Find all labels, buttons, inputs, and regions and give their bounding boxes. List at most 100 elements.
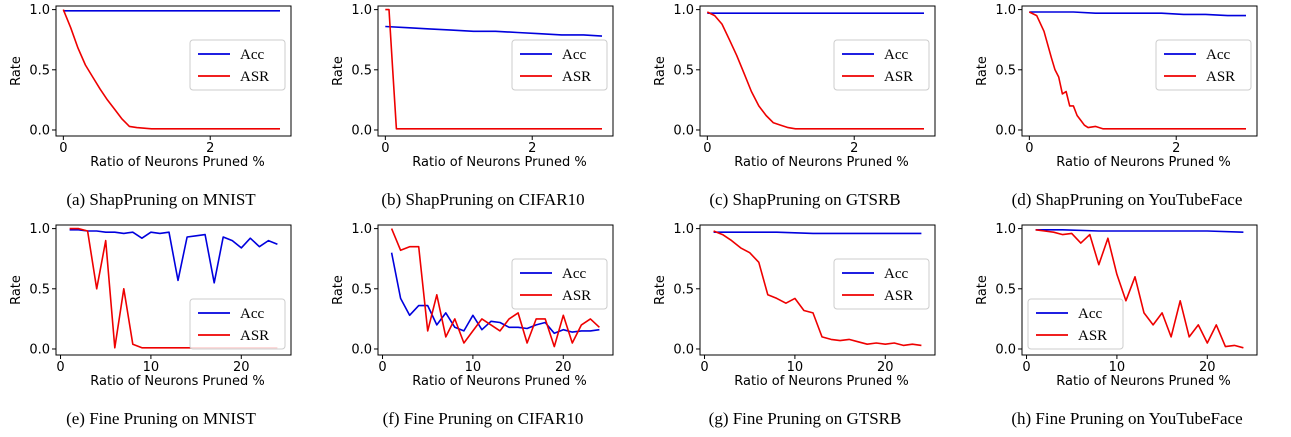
x-tick-label-e: 0 bbox=[56, 360, 64, 375]
y-axis-label-g: Rate bbox=[653, 275, 668, 305]
legend-b: Acc ASR bbox=[511, 39, 608, 91]
x-axis-label-e: Ratio of Neurons Pruned % bbox=[90, 374, 264, 389]
series-line-acc-d bbox=[1029, 11, 1246, 17]
y-axis-label-f: Rate bbox=[331, 275, 346, 305]
plot-frame-f bbox=[377, 224, 614, 356]
legend-label-asr-e: ASR bbox=[240, 328, 269, 344]
y-tick-label-d: 0.0 bbox=[995, 123, 1016, 138]
y-tick-label-d: 1.0 bbox=[995, 3, 1016, 18]
series-line-acc-g bbox=[713, 231, 922, 235]
caption-h: (h) Fine Pruning on YouTubeFace bbox=[1011, 409, 1243, 428]
panel-b: 0.0 0.5 1.0 0 2 Ratio of Neurons Pruned % Rate… bbox=[322, 0, 644, 218]
legend-label-acc-g: Acc bbox=[884, 266, 908, 282]
panel-d: 0.0 0.5 1.0 0 2 Ratio of Neurons Pruned % Rate… bbox=[966, 0, 1288, 218]
legend-e: Acc ASR bbox=[189, 298, 286, 350]
y-tick-label-g: 1.0 bbox=[673, 222, 694, 237]
legend-g: Acc ASR bbox=[833, 258, 930, 310]
legend-label-asr-f: ASR bbox=[562, 288, 591, 304]
legend-f: Acc ASR bbox=[511, 258, 608, 310]
plot-frame-b bbox=[377, 5, 614, 137]
caption-a: (a) ShapPruning on MNIST bbox=[66, 190, 256, 209]
legend-c: Acc ASR bbox=[833, 39, 930, 91]
y-axis-label-b: Rate bbox=[331, 56, 346, 86]
x-tick-label-c: 0 bbox=[703, 141, 711, 156]
x-axis-label-b: Ratio of Neurons Pruned % bbox=[412, 155, 586, 170]
caption-b: (b) ShapPruning on CIFAR10 bbox=[381, 190, 585, 209]
y-tick-label-b: 0.0 bbox=[351, 123, 372, 138]
plot-frame-e bbox=[55, 224, 292, 356]
legend-label-acc-h: Acc bbox=[1078, 306, 1102, 322]
x-axis-label-g: Ratio of Neurons Pruned % bbox=[734, 374, 908, 389]
legend-box-g bbox=[833, 258, 930, 310]
x-tick-label-h: 0 bbox=[1022, 360, 1030, 375]
legend-label-asr-h: ASR bbox=[1078, 328, 1107, 344]
caption-d: (d) ShapPruning on YouTubeFace bbox=[1011, 190, 1243, 209]
series-line-asr-g bbox=[713, 230, 922, 347]
caption-g: (g) Fine Pruning on GTSRB bbox=[708, 409, 902, 428]
legend-label-asr-d: ASR bbox=[1206, 69, 1235, 85]
legend-label-acc-b: Acc bbox=[562, 47, 586, 63]
x-tick-label-d: 0 bbox=[1025, 141, 1033, 156]
panel-e: 0.0 0.5 1.0 0 10 20 Ratio of Neurons Pruned % R… bbox=[0, 219, 322, 437]
x-tick-label-h: 20 bbox=[1199, 360, 1216, 375]
x-tick-label-e: 20 bbox=[233, 360, 250, 375]
y-tick-label-h: 0.0 bbox=[995, 342, 1016, 357]
y-tick-label-b: 1.0 bbox=[351, 3, 372, 18]
y-tick-label-e: 1.0 bbox=[29, 222, 50, 237]
plot-frame-c bbox=[699, 5, 936, 137]
x-tick-label-f: 20 bbox=[555, 360, 572, 375]
x-tick-label-a: 2 bbox=[206, 141, 214, 156]
x-tick-label-h: 10 bbox=[1109, 360, 1126, 375]
y-axis-label-d: Rate bbox=[975, 56, 990, 86]
y-tick-label-c: 0.0 bbox=[673, 123, 694, 138]
x-tick-label-a: 0 bbox=[59, 141, 67, 156]
y-tick-label-f: 0.0 bbox=[351, 342, 372, 357]
series-line-asr-f bbox=[390, 228, 600, 348]
panel-g: 0.0 0.5 1.0 0 10 20 Ratio of Neurons Pruned % R… bbox=[644, 219, 966, 437]
x-axis-label-a: Ratio of Neurons Pruned % bbox=[90, 155, 264, 170]
x-axis-label-h: Ratio of Neurons Pruned % bbox=[1056, 374, 1230, 389]
plot-frame-g bbox=[699, 224, 936, 356]
x-tick-label-f: 10 bbox=[465, 360, 482, 375]
x-tick-label-d: 2 bbox=[1172, 141, 1180, 156]
y-tick-label-d: 0.5 bbox=[995, 63, 1016, 78]
legend-box-h bbox=[1027, 298, 1124, 350]
y-tick-label-a: 1.0 bbox=[29, 3, 50, 18]
y-axis-label-h: Rate bbox=[975, 275, 990, 305]
x-tick-label-b: 2 bbox=[528, 141, 536, 156]
legend-box-b bbox=[511, 39, 608, 91]
legend-label-asr-c: ASR bbox=[884, 69, 913, 85]
legend-box-d bbox=[1155, 39, 1252, 91]
plot-frame-a bbox=[55, 5, 292, 137]
series-line-acc-e bbox=[69, 229, 278, 284]
legend-box-c bbox=[833, 39, 930, 91]
y-tick-label-g: 0.0 bbox=[673, 342, 694, 357]
y-tick-label-c: 0.5 bbox=[673, 63, 694, 78]
x-axis-label-c: Ratio of Neurons Pruned % bbox=[734, 155, 908, 170]
legend-label-asr-a: ASR bbox=[240, 69, 269, 85]
caption-c: (c) ShapPruning on GTSRB bbox=[709, 190, 901, 209]
legend-label-acc-d: Acc bbox=[1206, 47, 1230, 63]
legend-a: Acc ASR bbox=[189, 39, 286, 91]
legend-h: Acc ASR bbox=[1027, 298, 1124, 350]
x-tick-label-b: 0 bbox=[381, 141, 389, 156]
y-tick-label-f: 1.0 bbox=[351, 222, 372, 237]
panel-f: 0.0 0.5 1.0 0 10 20 Ratio of Neurons Pruned % R… bbox=[322, 219, 644, 437]
legend-box-e bbox=[189, 298, 286, 350]
y-tick-label-e: 0.5 bbox=[29, 282, 50, 297]
plot-frame-d bbox=[1021, 5, 1258, 137]
y-axis-label-c: Rate bbox=[653, 56, 668, 86]
x-tick-label-e: 10 bbox=[143, 360, 160, 375]
y-axis-label-a: Rate bbox=[9, 56, 24, 86]
panel-c: 0.0 0.5 1.0 0 2 Ratio of Neurons Pruned % Rate… bbox=[644, 0, 966, 218]
y-tick-label-a: 0.0 bbox=[29, 123, 50, 138]
series-line-asr-a bbox=[62, 9, 280, 130]
x-tick-label-g: 0 bbox=[700, 360, 708, 375]
